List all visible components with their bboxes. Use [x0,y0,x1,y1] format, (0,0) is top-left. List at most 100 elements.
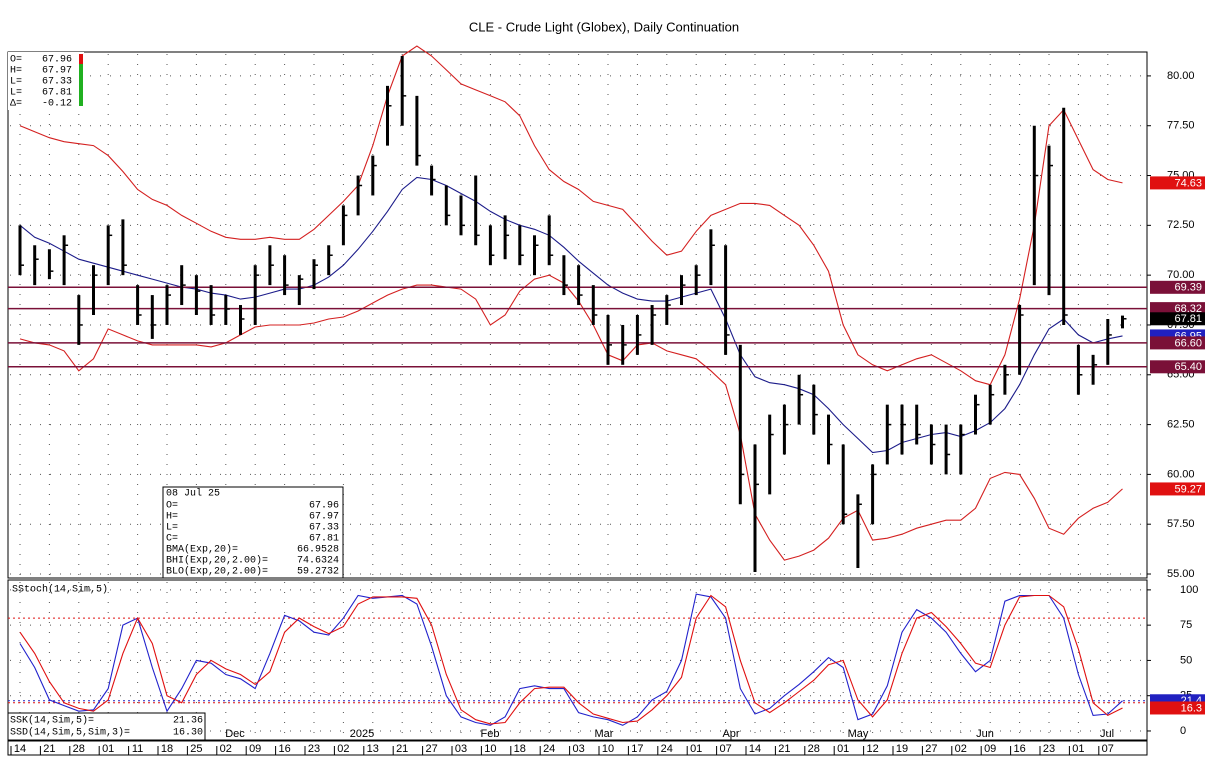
x-tick-label: 14 [14,743,26,755]
y-tick-label: 62.50 [1167,418,1195,430]
info-value: 67.97 [309,512,339,523]
marks-layer [8,45,1147,726]
x-tick-label: 07 [1102,743,1114,755]
stoch-readout-label: SSD(14,Sim,5,Sim,3)= [10,727,130,739]
level-marker [1150,312,1205,326]
y-tick-label: 57.50 [1167,518,1195,530]
quote-bar-red [79,54,83,64]
info-value: 59.2732 [297,567,339,578]
level-label: 66.60 [1174,337,1202,349]
date-axis [7,740,1148,756]
y-tick-label: 50 [1180,654,1192,666]
quote-value: 67.96 [42,55,72,66]
quote-label: L= [10,88,22,99]
quote-label: O= [10,55,22,66]
series-line [19,274,1123,561]
x-tick-label: 01 [1072,743,1084,755]
y-tick-label: 77.50 [1167,120,1195,132]
x-tick-label: 24 [543,743,555,755]
x-tick-label: 21 [778,743,790,755]
level-label: 67.81 [1174,313,1202,325]
y-tick-label: 80.00 [1167,70,1195,82]
month-label: Apr [722,728,739,740]
level-marker [1150,482,1205,496]
level-label: 68.32 [1174,303,1202,315]
x-tick-label: 19 [896,743,908,755]
x-tick-label: 23 [1043,743,1055,755]
x-tick-label: 11 [132,743,143,755]
x-tick-label: 16 [1013,743,1025,755]
overlay-layer: 14 21 28 01 11 18 25 02 09 16 23 02 13 21 27 03 10 18 24 03… [7,52,1205,755]
quote-value: -0.12 [42,99,72,110]
level-marker [1150,280,1205,294]
stoch-readout-value: 16.30 [173,728,203,739]
x-tick-label: 23 [308,743,320,755]
info-value: 67.33 [309,523,339,534]
x-tick-label: 17 [631,743,643,755]
x-tick-label: 01 [837,743,849,755]
info-value: 66.9528 [297,545,339,556]
info-label: BHI(Exp,20,2.00)= [166,555,268,567]
info-label: BLO(Exp,20,2.00)= [166,566,268,578]
x-tick-label: 12 [866,743,878,755]
x-tick-label: 07 [719,743,731,755]
x-tick-label: 18 [514,743,526,755]
month-label: Feb [481,728,500,740]
series-line [19,176,1123,454]
y-tick-label: 100 [1180,584,1198,596]
level-label: 74.63 [1174,177,1202,189]
x-tick-label: 02 [955,743,967,755]
x-tick-label: 02 [337,743,349,755]
x-tick-label: 09 [249,743,261,755]
quote-label: H= [10,66,22,77]
month-label: Mar [595,728,614,740]
level-marker [1150,360,1205,374]
info-label: O= [166,501,178,512]
stoch-readout-label: SSK(14,Sim,5)= [10,715,94,727]
y-tick-label: 0 [1180,725,1186,737]
info-label: H= [166,512,178,523]
price-panel-frame [7,51,1148,579]
y-tick-label: 60.00 [1167,468,1195,480]
x-tick-label: 03 [455,743,467,755]
x-tick-label: 21 [43,743,55,755]
x-tick-label: 10 [602,743,614,755]
x-tick-label: 27 [925,743,937,755]
level-label: 59.27 [1174,483,1202,495]
x-tick-label: 02 [220,743,232,755]
quote-bar-green [79,64,83,106]
level-label: 69.39 [1174,282,1202,294]
panel-title: SStoch(14,Sim,5) [12,584,108,596]
month-label: Dec [225,728,245,740]
stoch-readout-box [7,712,206,741]
x-tick-label: 13 [367,743,379,755]
x-tick-label: 28 [73,743,85,755]
y-tick-label: 55.00 [1167,568,1195,580]
x-tick-label: 10 [484,743,496,755]
series-line [19,594,1123,725]
y-tick-label: 72.50 [1167,219,1195,231]
level-marker [1150,176,1205,190]
x-tick-label: 14 [749,743,761,755]
x-tick-label: 01 [690,743,702,755]
stoch-readout-value: 21.36 [173,716,203,727]
info-label: C= [166,534,178,545]
level-label: 16.3 [1181,702,1202,714]
level-label: 65.40 [1174,361,1202,373]
series-line [19,593,1123,726]
month-label: 2025 [350,728,374,740]
month-label: Jul [1100,728,1114,740]
level-marker [1150,302,1205,316]
x-tick-label: 21 [396,743,408,755]
quote-label: L= [10,77,22,88]
month-label: Jun [976,728,994,740]
x-tick-label: 28 [808,743,820,755]
info-value: 67.96 [309,501,339,512]
month-label: May [848,728,869,740]
y-tick-label: 70.00 [1167,269,1195,281]
info-date: 08 Jul 25 [166,488,220,500]
level-marker [1150,336,1205,350]
